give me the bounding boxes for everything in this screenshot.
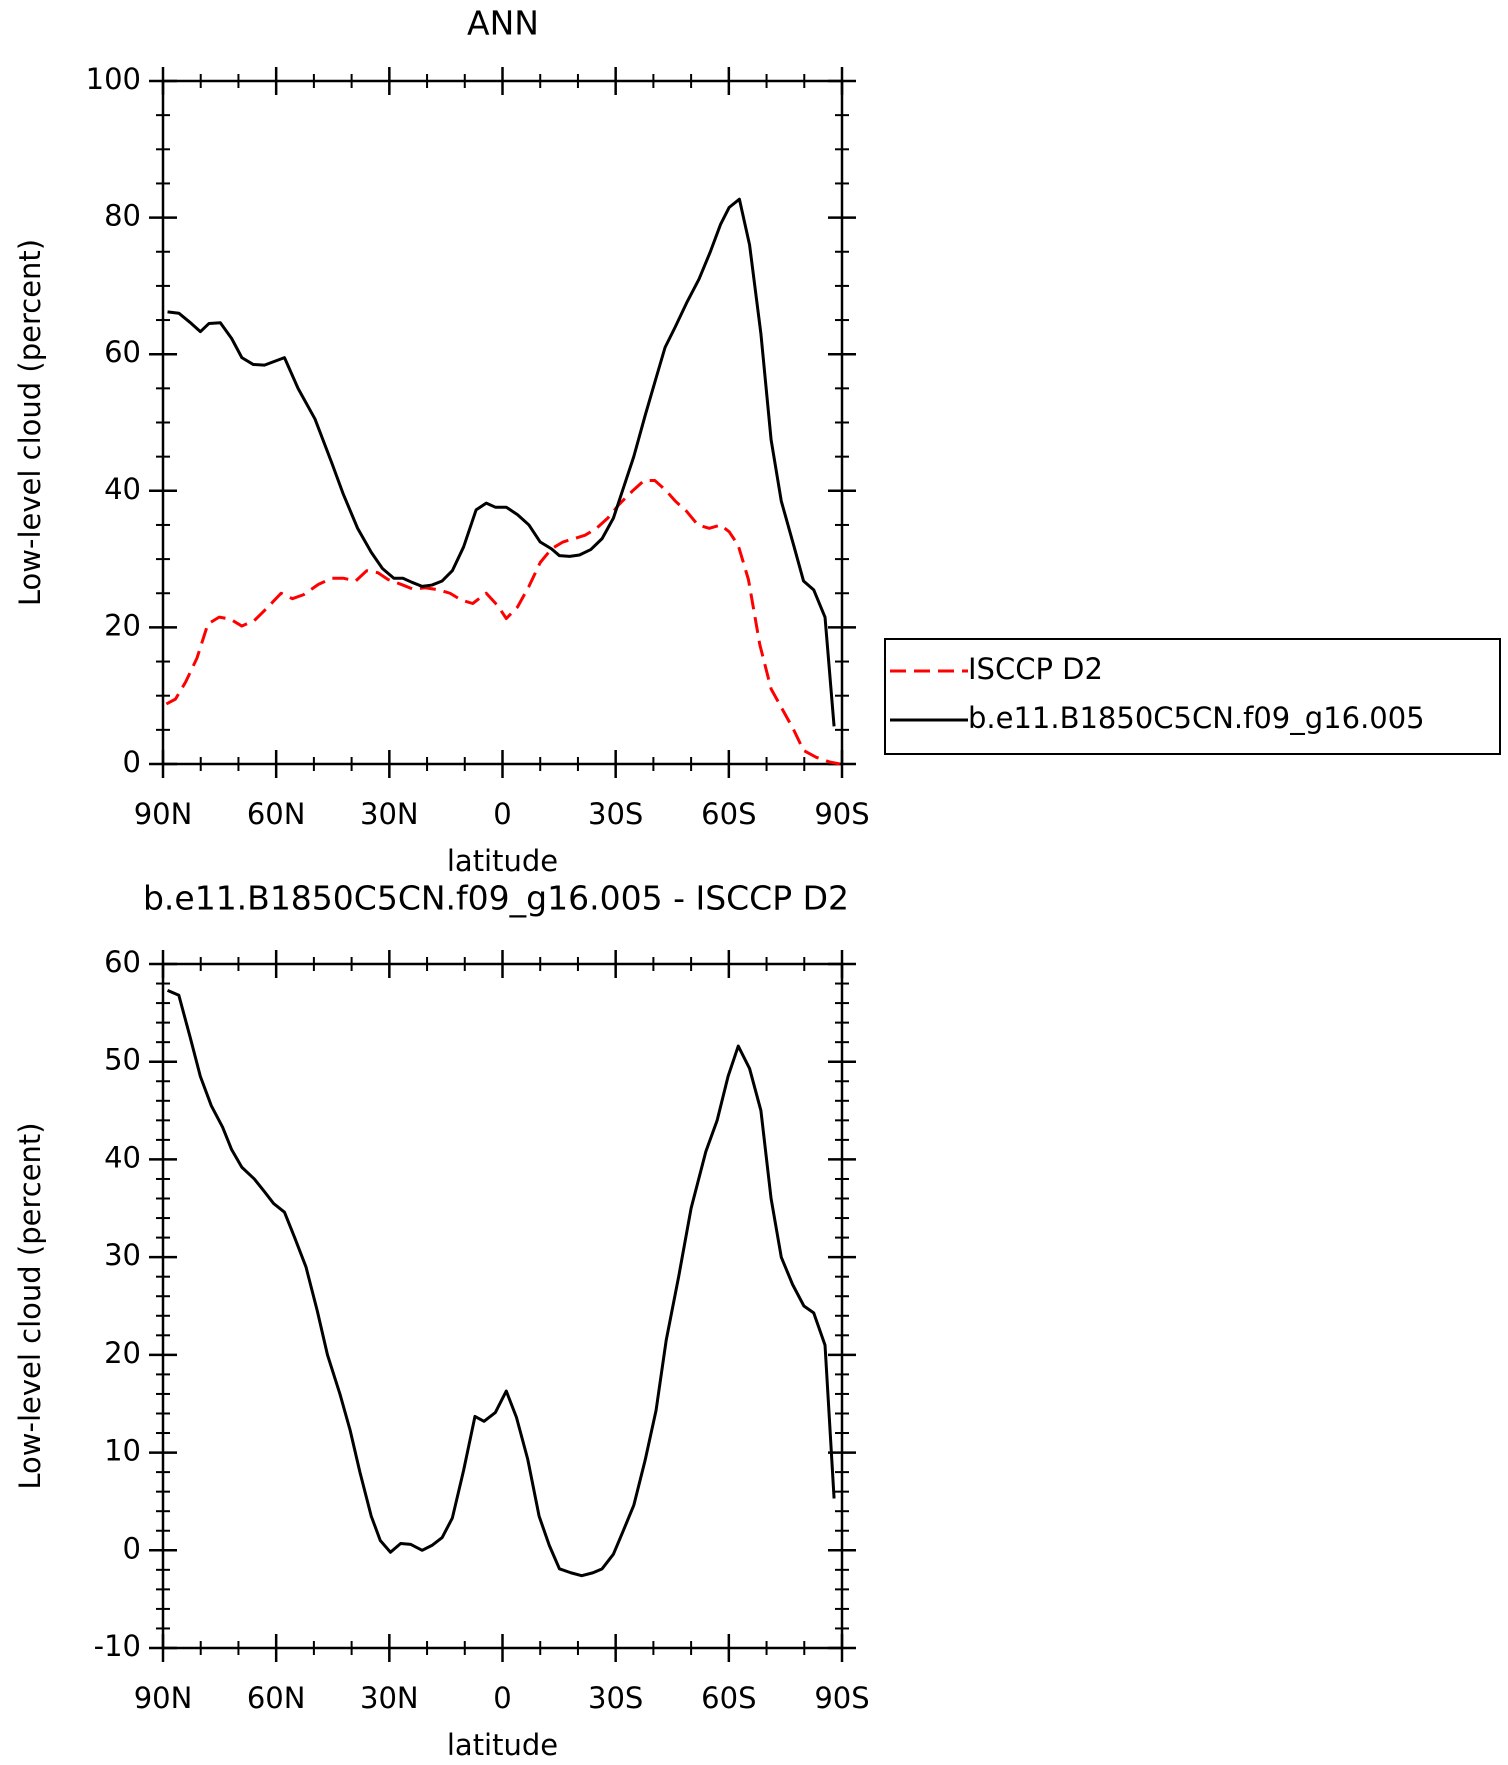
y-axis-label: Low-level cloud (percent): [13, 1122, 47, 1489]
y-tick-label: 10: [104, 1434, 141, 1468]
x-tick-label: 30S: [588, 797, 643, 831]
data-line: [165, 479, 841, 766]
x-tick-label: 30S: [588, 1681, 643, 1715]
legend-label: ISCCP D2: [968, 652, 1103, 686]
legend-box: [884, 638, 1501, 755]
chart-title: b.e11.B1850C5CN.f09_g16.005 - ISCCP D2: [143, 879, 849, 918]
y-tick-label: 60: [104, 945, 141, 979]
plot-frame: [161, 962, 844, 1650]
x-tick-label: 90N: [134, 797, 193, 831]
y-tick-label: 0: [123, 1531, 141, 1565]
legend-label: b.e11.B1850C5CN.f09_g16.005: [968, 701, 1425, 735]
chart-title: ANN: [467, 4, 539, 43]
data-line: [167, 197, 836, 727]
x-tick-label: 60S: [701, 797, 756, 831]
y-tick-label: -10: [94, 1629, 141, 1663]
x-tick-label: 90S: [814, 1681, 869, 1715]
y-tick-label: 20: [104, 1336, 141, 1370]
plot-frame: [161, 79, 844, 766]
x-tick-label: 0: [493, 797, 511, 831]
y-tick-label: 20: [104, 608, 141, 642]
y-tick-label: 80: [104, 199, 141, 233]
y-tick-label: 0: [123, 745, 141, 779]
y-tick-label: 40: [104, 1140, 141, 1174]
x-tick-label: 30N: [360, 1681, 419, 1715]
data-line: [166, 989, 836, 1578]
y-tick-label: 60: [104, 335, 141, 369]
y-tick-label: 100: [86, 62, 141, 96]
x-tick-label: 60N: [247, 797, 306, 831]
y-tick-label: 40: [104, 472, 141, 506]
x-tick-label: 60N: [247, 1681, 306, 1715]
x-tick-label: 30N: [360, 797, 419, 831]
x-tick-label: 90N: [134, 1681, 193, 1715]
y-tick-label: 30: [104, 1238, 141, 1272]
x-tick-label: 0: [493, 1681, 511, 1715]
x-tick-label: 90S: [814, 797, 869, 831]
y-tick-label: 50: [104, 1043, 141, 1077]
y-axis-label: Low-level cloud (percent): [13, 239, 47, 606]
x-tick-label: 60S: [701, 1681, 756, 1715]
x-axis-label: latitude: [447, 1728, 558, 1762]
x-axis-label: latitude: [447, 844, 558, 878]
